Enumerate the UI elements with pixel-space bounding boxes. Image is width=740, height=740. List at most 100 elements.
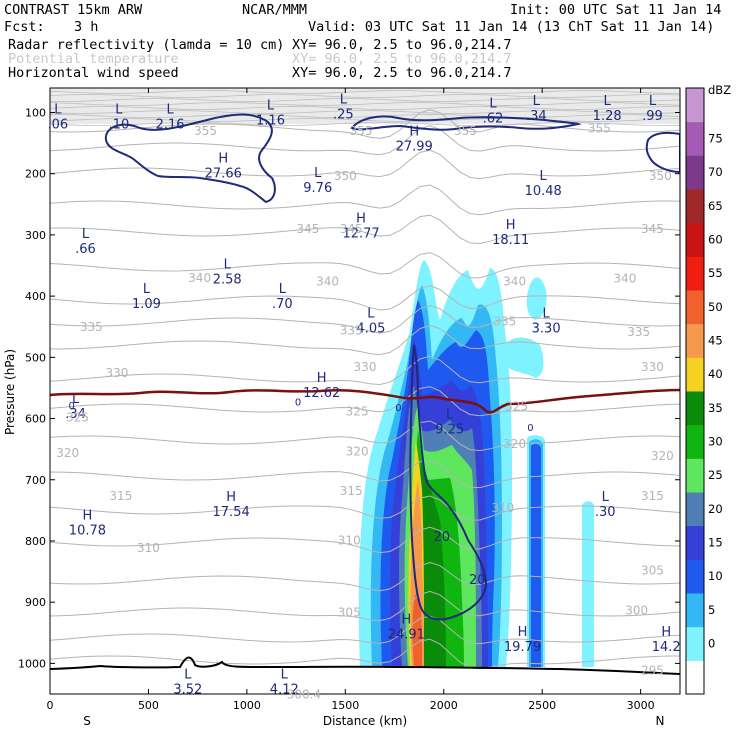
theta-label: 335 xyxy=(340,324,363,338)
colorbar-swatch xyxy=(686,290,704,325)
theta-label: 310 xyxy=(491,501,514,515)
reflectivity-5dbz xyxy=(526,277,547,320)
hl-marker: H xyxy=(356,212,366,227)
plot-frame xyxy=(49,87,681,695)
theta-label: 305 xyxy=(641,564,664,578)
hl-value: 12.62 xyxy=(303,386,340,401)
colorbar-level-label: 55 xyxy=(708,266,723,280)
init-time: Init: 00 UTC Sat 11 Jan 14 xyxy=(510,2,721,18)
theta-isoline xyxy=(50,305,680,334)
x-tick-label: 0 xyxy=(47,699,54,712)
field-name: Potential temperature xyxy=(8,51,179,67)
hl-marker: L xyxy=(604,94,612,109)
colorbar-level-label: 20 xyxy=(708,502,723,516)
colorbar-level-label: 65 xyxy=(708,199,723,213)
theta-label: 330 xyxy=(105,366,128,380)
wind-speed-contour xyxy=(409,344,488,621)
theta-label: 340 xyxy=(188,271,211,285)
reflectivity-5dbz xyxy=(582,501,594,667)
hl-value: 27.66 xyxy=(205,167,242,182)
theta-isoline xyxy=(50,526,680,554)
hl-value: 18.11 xyxy=(492,233,529,248)
hl-marker: H xyxy=(83,509,93,524)
hl-value: 9.25 xyxy=(435,423,464,438)
theta-isoline xyxy=(50,110,680,114)
theta-isoline xyxy=(50,98,680,102)
hl-value: 12.77 xyxy=(342,227,379,242)
theta-label: 355 xyxy=(350,124,373,138)
y-tick-label: 300 xyxy=(25,229,46,242)
theta-isoline xyxy=(50,495,680,521)
end-label-north: N xyxy=(656,714,665,728)
plot-area xyxy=(50,88,680,675)
field-name: Radar reflectivity (lamda = 10 cm) xyxy=(8,37,284,53)
hl-value: 3.30 xyxy=(532,322,561,337)
theta-label: 330 xyxy=(641,360,664,374)
theta-isoline xyxy=(50,252,680,279)
theta-label: 310 xyxy=(338,534,361,548)
hl-value: .30 xyxy=(595,505,616,520)
theta-label: 335 xyxy=(80,320,103,334)
zero-contour-label: 0 xyxy=(395,403,401,414)
hl-value: 1.16 xyxy=(256,113,285,128)
theta-label: 330 xyxy=(354,360,377,374)
colorbar-swatch xyxy=(686,323,704,358)
y-tick-label: 500 xyxy=(25,351,46,364)
theta-label: 340 xyxy=(613,272,636,286)
theta-isoline xyxy=(50,125,680,156)
end-label-south: S xyxy=(83,714,91,728)
hl-marker: L xyxy=(533,94,541,109)
theta-label: 300 xyxy=(625,603,648,617)
hl-value: .70 xyxy=(272,297,293,312)
zero-contour-label: 0 xyxy=(68,401,74,412)
theta-isolines xyxy=(50,90,680,670)
colorbar-level-label: 15 xyxy=(708,536,723,550)
theta-label: 335 xyxy=(627,325,650,339)
field-xy: XY= 96.0, 2.5 to 96.0,214.7 xyxy=(292,37,511,53)
hl-marker: L xyxy=(540,169,548,184)
hl-marker: H xyxy=(218,152,228,167)
center-label: NCAR/MMM xyxy=(242,2,307,18)
x-tick-label: 3000 xyxy=(627,699,655,712)
theta-isoline xyxy=(50,459,680,489)
x-tick-label: 500 xyxy=(138,699,159,712)
colorbar-level-label: 70 xyxy=(708,165,723,179)
hl-marker: L xyxy=(602,490,610,505)
wind-contour-label: 20 xyxy=(434,530,451,545)
hl-value: .62 xyxy=(483,112,504,127)
colorbar-frame xyxy=(685,87,705,695)
colorbar-swatch xyxy=(686,593,704,628)
colorbar-level-label: 35 xyxy=(708,401,723,415)
theta-label: 325 xyxy=(346,404,369,418)
theta-label: 340 xyxy=(316,275,339,289)
theta-isoline xyxy=(50,214,680,245)
colorbar-level-label: 40 xyxy=(708,367,723,381)
hl-marker: L xyxy=(72,392,80,407)
hl-marker: H xyxy=(226,490,236,505)
y-tick-label: 600 xyxy=(25,413,46,426)
hl-value: 4.05 xyxy=(356,322,385,337)
hl-value: 10.78 xyxy=(69,524,106,539)
terrain-line xyxy=(50,656,680,675)
wind-speed-contour xyxy=(104,113,276,204)
colorbar-swatch xyxy=(686,391,704,426)
y-tick-label: 100 xyxy=(25,106,46,119)
wind-speed-contours xyxy=(104,113,680,621)
x-tick-label: 2500 xyxy=(528,699,556,712)
theta-label: 350 xyxy=(649,169,672,183)
theta-isoline xyxy=(50,106,680,110)
theta-label: 325 xyxy=(505,400,528,414)
y-tick-label: 1000 xyxy=(18,657,46,670)
hl-value: 27.99 xyxy=(396,140,433,155)
theta-label: 315 xyxy=(109,489,132,503)
colorbar-swatch xyxy=(686,424,704,459)
colorbar-swatch xyxy=(686,222,704,257)
hl-value: 1.09 xyxy=(132,297,161,312)
hl-marker: L xyxy=(281,668,289,683)
theta-isoline xyxy=(50,285,680,311)
x-axis-label: Distance (km) xyxy=(323,714,407,728)
colorbar-swatch xyxy=(686,492,704,527)
field-name: Horizontal wind speed xyxy=(8,65,179,81)
y-tick-label: 400 xyxy=(25,290,46,303)
